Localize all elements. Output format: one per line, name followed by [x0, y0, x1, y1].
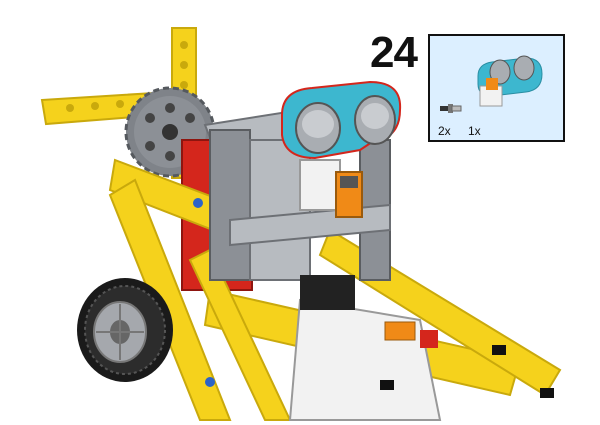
ultrasonic-sensor: [281, 80, 402, 218]
white-hub-body: [288, 298, 442, 421]
axle-pin-icon: [440, 104, 462, 113]
ultrasonic-sensor-quantity: 1x: [468, 124, 481, 138]
axle-pin-quantity: 2x: [438, 124, 451, 138]
mini-ultrasonic-sensor-icon: [477, 55, 543, 107]
wheel-icon: [77, 278, 173, 382]
parts-list-panel: 2x 1x: [428, 34, 565, 142]
step-number: 24: [370, 28, 418, 77]
parts-illustration: [440, 55, 543, 113]
black-connectors: [193, 198, 554, 398]
